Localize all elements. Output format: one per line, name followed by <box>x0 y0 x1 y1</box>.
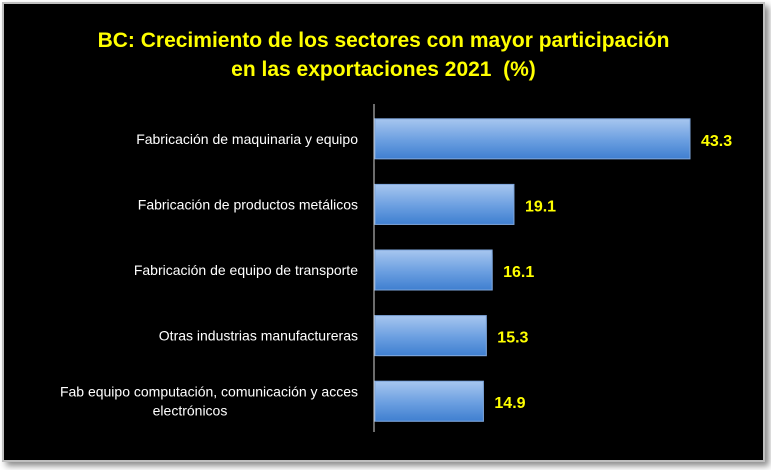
chart-title-line-2: en las exportaciones 2021 (%) <box>231 58 536 81</box>
chart-title: BC: Crecimiento de los sectores con mayo… <box>4 26 763 84</box>
data-label-1: 43.3 <box>701 133 732 150</box>
data-label-5: 14.9 <box>494 395 525 412</box>
plot-area: 43.3 Fabricación de maquinaria y equipo 19… <box>60 104 732 432</box>
data-label-2: 19.1 <box>525 198 556 215</box>
bar-4 <box>374 315 487 357</box>
chart-title-line-1: BC: Crecimiento de los sectores con mayo… <box>97 29 670 52</box>
category-label-5-line-2: electrónicos <box>153 403 228 419</box>
category-label-4: Otras industrias manufactureras <box>159 328 358 344</box>
bar-5 <box>374 380 484 422</box>
data-label-4: 15.3 <box>497 330 528 347</box>
data-label-3: 16.1 <box>503 264 534 281</box>
category-label-5-line-1: Fab equipo computación, comunicación y a… <box>60 384 358 400</box>
bar-1 <box>374 118 691 160</box>
category-label-1: Fabricación de maquinaria y equipo <box>136 131 358 147</box>
category-label-2: Fabricación de productos metálicos <box>138 196 358 212</box>
category-label-3: Fabricación de equipo de transporte <box>134 262 358 278</box>
bar-2 <box>374 183 515 225</box>
bar-3 <box>374 249 493 291</box>
